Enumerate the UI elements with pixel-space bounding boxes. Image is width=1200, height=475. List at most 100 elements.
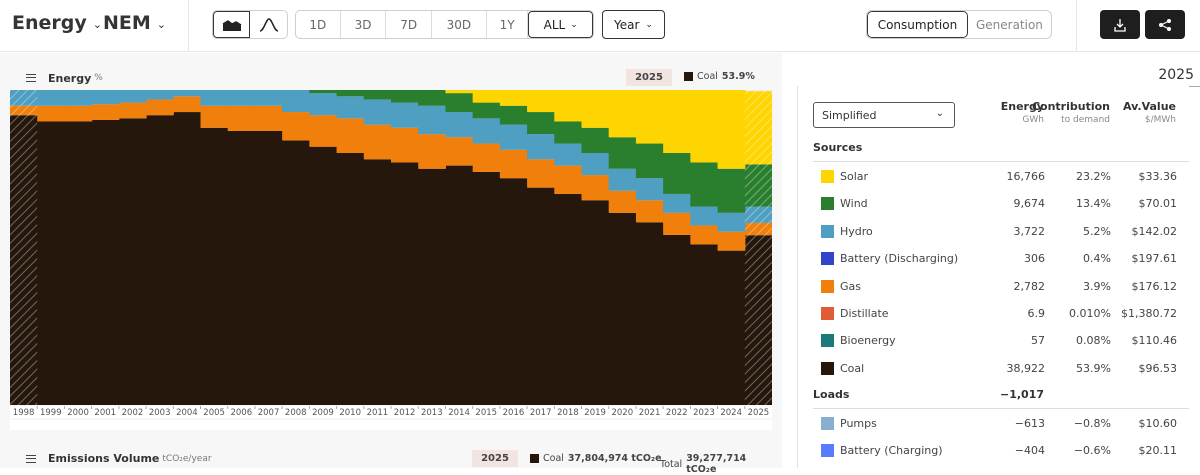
sources-row[interactable]: Hydro 3,722 5.2% $142.02 <box>798 218 1190 245</box>
area-segment-gas-2005[interactable] <box>200 105 229 128</box>
series-swatch[interactable] <box>821 279 834 293</box>
area-segment-hydro-2013[interactable] <box>418 105 447 135</box>
timeline-scrubber[interactable] <box>10 420 772 430</box>
area-chart-button[interactable] <box>213 11 251 38</box>
series-swatch[interactable] <box>821 224 834 238</box>
area-segment-coal-2007[interactable] <box>254 130 283 405</box>
area-segment-coal-2003[interactable] <box>146 115 174 405</box>
menu-icon[interactable] <box>26 74 36 82</box>
area-segment-solar-2021[interactable] <box>635 90 664 144</box>
area-segment-solar-2020[interactable] <box>608 90 637 138</box>
grouping-dropdown[interactable]: Simplified ⌄ <box>813 102 955 128</box>
area-segment-wind-2011[interactable] <box>363 90 392 100</box>
area-segment-coal-2024[interactable] <box>717 250 746 405</box>
area-segment-hydro-2001[interactable] <box>91 90 120 105</box>
area-segment-hydro-2018[interactable] <box>554 143 583 166</box>
interval-selector[interactable]: Year ⌄ <box>602 10 665 39</box>
sources-row[interactable]: Gas 2,782 3.9% $176.12 <box>798 273 1190 300</box>
area-segment-gas-2017[interactable] <box>527 159 555 188</box>
series-swatch[interactable] <box>821 361 834 375</box>
range-all-button[interactable]: ALL ⌄ <box>528 11 593 38</box>
series-swatch[interactable] <box>821 170 834 183</box>
area-segment-wind-2014[interactable] <box>445 93 474 113</box>
series-swatch[interactable] <box>821 417 834 430</box>
area-segment-wind-2015[interactable] <box>472 102 501 119</box>
sources-row[interactable]: Bioenergy 57 0.08% $110.46 <box>798 327 1190 354</box>
area-segment-coal-2006[interactable] <box>227 130 256 405</box>
area-segment-wind-2012[interactable] <box>391 90 419 103</box>
area-segment-hydro-2011[interactable] <box>363 99 392 125</box>
area-segment-hydro-2006[interactable] <box>227 90 256 106</box>
sources-row[interactable]: Solar 16,766 23.2% $33.36 <box>798 163 1190 190</box>
area-segment-gas-2000[interactable] <box>64 105 93 122</box>
area-segment-hydro-1999[interactable] <box>37 90 66 106</box>
area-segment-hydro-2000[interactable] <box>64 90 93 106</box>
range-7d-button[interactable]: 7D <box>386 11 433 38</box>
area-segment-hydro-2003[interactable] <box>146 90 174 100</box>
area-segment-wind-2019[interactable] <box>581 127 610 153</box>
area-segment-hydro-2012[interactable] <box>391 102 419 128</box>
series-swatch[interactable] <box>821 307 834 320</box>
area-segment-solar-2014[interactable] <box>445 90 474 94</box>
energy-stacked-area-chart[interactable]: 1998 1999 2000 2001 2002 2003 2004 2005 2006 2007… <box>10 90 772 445</box>
area-segment-hydro-2008[interactable] <box>282 90 310 113</box>
area-segment-coal-2002[interactable] <box>118 118 147 405</box>
area-segment-gas-2023[interactable] <box>690 225 719 245</box>
area-segment-wind-2021[interactable] <box>635 143 664 179</box>
range-30d-button[interactable]: 30D <box>432 11 487 38</box>
area-segment-coal-2019[interactable] <box>581 200 610 405</box>
sources-row[interactable]: Distillate 6.9 0.010% $1,380.72 <box>798 300 1190 327</box>
area-segment-hydro-2022[interactable] <box>663 193 691 213</box>
area-segment-gas-1999[interactable] <box>37 105 66 122</box>
area-segment-solar-2019[interactable] <box>581 90 610 128</box>
area-segment-coal-2015[interactable] <box>472 171 501 405</box>
area-segment-gas-2003[interactable] <box>146 99 174 116</box>
area-segment-hydro-2019[interactable] <box>581 153 610 176</box>
sources-row[interactable]: Battery (Discharging) 306 0.4% $197.61 <box>798 245 1190 272</box>
area-segment-hydro-2017[interactable] <box>527 134 555 160</box>
series-swatch[interactable] <box>821 334 834 348</box>
area-segment-gas-2015[interactable] <box>472 143 501 172</box>
area-segment-hydro-2005[interactable] <box>200 90 229 106</box>
area-segment-gas-2020[interactable] <box>608 190 637 213</box>
area-segment-wind-2017[interactable] <box>527 112 555 135</box>
area-segment-coal-2005[interactable] <box>200 127 229 406</box>
area-segment-gas-2004[interactable] <box>173 96 202 113</box>
area-segment-hydro-2016[interactable] <box>499 124 528 150</box>
area-segment-coal-2001[interactable] <box>91 119 120 406</box>
area-segment-gas-2013[interactable] <box>418 134 447 169</box>
area-segment-solar-2018[interactable] <box>554 90 583 122</box>
area-segment-gas-2022[interactable] <box>663 212 691 235</box>
area-segment-coal-2013[interactable] <box>418 168 447 405</box>
area-segment-coal-2008[interactable] <box>282 140 310 405</box>
area-segment-coal-2000[interactable] <box>64 121 93 406</box>
area-segment-solar-2023[interactable] <box>690 90 719 163</box>
area-segment-coal-2020[interactable] <box>608 212 637 405</box>
area-segment-coal-2010[interactable] <box>336 153 365 405</box>
area-segment-coal-2017[interactable] <box>527 187 555 405</box>
area-segment-coal-2021[interactable] <box>635 222 664 405</box>
download-button[interactable] <box>1100 10 1140 39</box>
area-segment-wind-2023[interactable] <box>690 162 719 207</box>
area-segment-solar-2015[interactable] <box>472 90 501 103</box>
sources-row[interactable]: Coal 38,922 53.9% $96.53 <box>798 355 1190 382</box>
area-segment-gas-2014[interactable] <box>445 137 474 166</box>
area-segment-solar-2017[interactable] <box>527 90 555 113</box>
area-segment-coal-2022[interactable] <box>663 234 691 405</box>
series-swatch[interactable] <box>821 252 834 266</box>
sources-row[interactable]: Wind 9,674 13.4% $70.01 <box>798 190 1190 217</box>
area-segment-hydro-2015[interactable] <box>472 118 501 144</box>
area-segment-gas-2006[interactable] <box>227 105 256 131</box>
area-segment-gas-2024[interactable] <box>717 231 746 251</box>
area-segment-wind-2010[interactable] <box>336 90 365 97</box>
area-segment-coal-1999[interactable] <box>37 121 66 406</box>
area-segment-gas-2018[interactable] <box>554 165 583 194</box>
area-segment-gas-2008[interactable] <box>282 112 310 141</box>
area-segment-wind-2024[interactable] <box>717 168 746 213</box>
area-segment-hydro-2004[interactable] <box>173 90 202 97</box>
area-segment-coal-2018[interactable] <box>554 193 583 405</box>
generation-tab[interactable]: Generation <box>975 17 1043 32</box>
area-segment-coal-2012[interactable] <box>391 162 419 405</box>
menu-icon[interactable] <box>26 454 36 463</box>
area-segment-hydro-2007[interactable] <box>254 90 283 106</box>
